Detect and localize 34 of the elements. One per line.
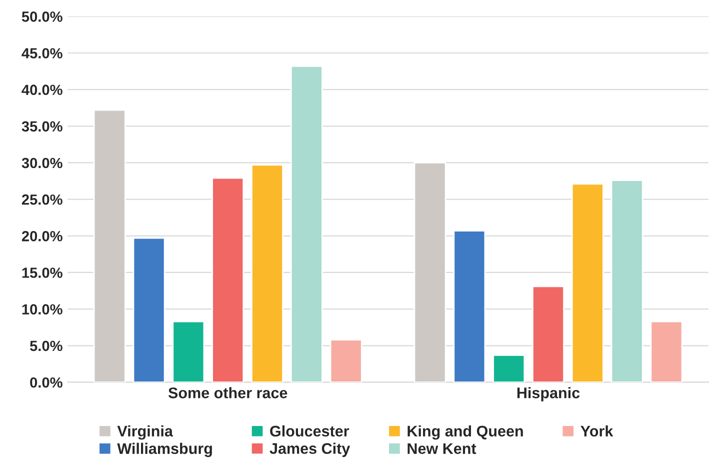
bar bbox=[414, 162, 446, 382]
legend-label: King and Queen bbox=[408, 425, 523, 440]
bar bbox=[132, 237, 166, 382]
bar bbox=[172, 320, 205, 382]
y-tick-label: 15.0% bbox=[22, 268, 62, 278]
bar bbox=[453, 230, 486, 382]
x-tick-label: Hispanic bbox=[517, 387, 580, 402]
y-tick-label: 45.0% bbox=[22, 48, 62, 58]
legend-label: York bbox=[580, 425, 614, 437]
x-tick-label: Some other race bbox=[168, 387, 288, 398]
legend-label: New Kent bbox=[408, 443, 476, 454]
bar bbox=[571, 183, 604, 382]
legend-label: Virginia bbox=[117, 425, 174, 440]
y-tick-label: 35.0% bbox=[22, 121, 62, 132]
y-tick-label: 20.0% bbox=[22, 231, 62, 242]
y-tick-label: 5.0% bbox=[30, 340, 62, 352]
y-tick-label: 10.0% bbox=[22, 304, 62, 314]
bar bbox=[330, 339, 362, 382]
y-tick-label: 25.0% bbox=[22, 194, 62, 205]
legend-label: James City bbox=[270, 442, 350, 457]
bar bbox=[251, 164, 284, 382]
bar bbox=[610, 180, 644, 382]
bar bbox=[532, 286, 564, 382]
legend-label: Williamsburg bbox=[117, 442, 212, 458]
legend-label: Gloucester bbox=[270, 425, 350, 437]
bar bbox=[212, 177, 244, 382]
bar bbox=[492, 354, 526, 382]
y-tick-label: 50.0% bbox=[22, 12, 62, 22]
y-tick-label: 0.0% bbox=[30, 377, 62, 388]
y-tick-label: 40.0% bbox=[22, 84, 62, 96]
bar bbox=[290, 65, 323, 382]
y-tick-label: 30.0% bbox=[22, 158, 62, 168]
bar bbox=[93, 109, 126, 382]
bar bbox=[650, 320, 683, 382]
